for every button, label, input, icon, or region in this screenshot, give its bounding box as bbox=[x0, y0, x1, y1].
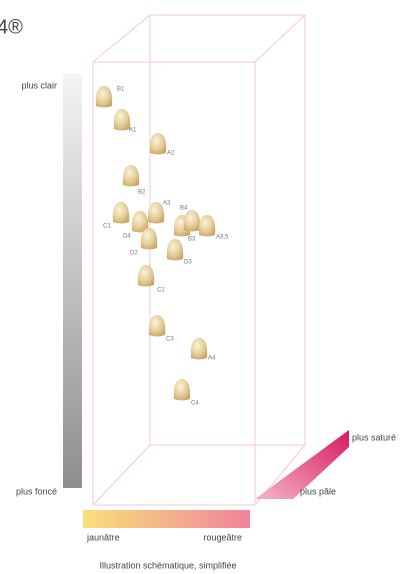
tooth-label: A3 bbox=[163, 201, 171, 207]
tooth-label: B3 bbox=[188, 237, 196, 243]
tooth-label: D3 bbox=[184, 260, 192, 266]
tooth-label: A2 bbox=[167, 151, 175, 157]
tooth bbox=[137, 265, 155, 287]
tooth bbox=[183, 210, 201, 232]
tooth-label: B1 bbox=[117, 87, 125, 93]
hue-bar bbox=[83, 510, 250, 528]
tooth-label: B2 bbox=[138, 190, 146, 196]
tooth bbox=[112, 202, 130, 224]
tooth-label: A4 bbox=[208, 356, 216, 362]
tooth bbox=[149, 133, 167, 155]
axis-label: plus pâle bbox=[300, 486, 336, 496]
axis-label: plus clair bbox=[21, 80, 57, 90]
axis-label: rougeâtre bbox=[203, 532, 242, 542]
tooth bbox=[113, 109, 131, 131]
tooth bbox=[190, 338, 208, 360]
axis-label: jaunâtre bbox=[86, 532, 120, 542]
title: 4® bbox=[0, 16, 23, 38]
tooth-label: B4 bbox=[180, 206, 188, 212]
tooth-label: D4 bbox=[123, 234, 131, 240]
caption: Illustration schématique, simplifiée bbox=[99, 560, 236, 570]
tooth bbox=[148, 315, 166, 337]
tooth-label: C2 bbox=[157, 288, 165, 294]
lightness-bar bbox=[63, 74, 82, 488]
tooth-label: C3 bbox=[166, 337, 174, 343]
tooth bbox=[173, 379, 191, 401]
tooth bbox=[95, 86, 113, 108]
tooth bbox=[166, 239, 184, 261]
tooth bbox=[122, 165, 140, 187]
tooth bbox=[147, 202, 165, 224]
axis-label: plus foncé bbox=[16, 486, 57, 496]
tooth-label: C4 bbox=[191, 401, 199, 407]
axis-label: plus saturé bbox=[352, 432, 396, 442]
tooth-label: A3,5 bbox=[216, 235, 229, 241]
tooth bbox=[131, 211, 149, 233]
tooth-label: A1 bbox=[129, 128, 137, 134]
tooth-label: D2 bbox=[130, 251, 138, 257]
tooth-label: C1 bbox=[103, 224, 111, 230]
wireframe-box bbox=[92, 14, 306, 506]
chroma-bar bbox=[255, 430, 349, 499]
tooth bbox=[140, 228, 158, 250]
tooth bbox=[198, 215, 216, 237]
